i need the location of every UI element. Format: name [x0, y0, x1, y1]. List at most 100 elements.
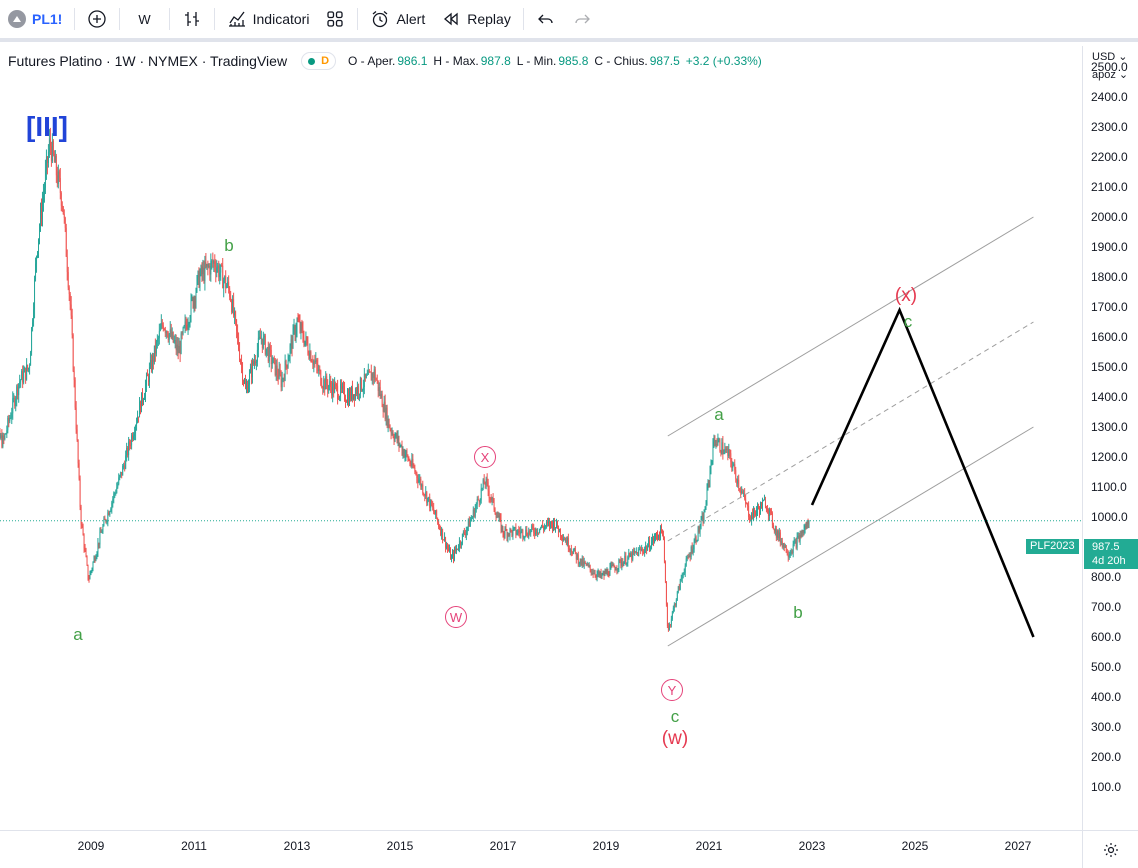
- candle-body: [573, 547, 575, 551]
- price-scale[interactable]: USD ⌄ apoz ⌄ 2500.0 2400.0 2300.0 2200.0 210…: [1082, 46, 1138, 830]
- layouts-button[interactable]: [317, 4, 353, 34]
- market-open-dot-icon: [308, 57, 316, 65]
- candle-body: [270, 349, 272, 364]
- candle-body: [306, 336, 308, 344]
- candle-body: [5, 433, 7, 435]
- candle-body: [87, 564, 89, 580]
- low-value: 985.8: [558, 54, 589, 68]
- candle-body: [761, 502, 762, 509]
- price-tick: 2400.0: [1091, 90, 1128, 104]
- unit-selector[interactable]: apoz ⌄: [1092, 69, 1129, 81]
- candle-body: [707, 481, 709, 488]
- candle-body: [27, 364, 29, 370]
- market-status-pill[interactable]: D: [301, 52, 337, 70]
- candle-body: [43, 194, 44, 202]
- candle-body: [179, 346, 181, 354]
- undo-button[interactable]: [528, 4, 564, 34]
- candle-body: [407, 455, 409, 461]
- candle-body: [324, 379, 326, 390]
- symbol-search-button[interactable]: PL1!: [0, 4, 70, 34]
- candle-body: [455, 549, 456, 551]
- candle-body: [166, 331, 168, 337]
- indicators-icon: [228, 11, 245, 27]
- candle-body: [271, 362, 273, 364]
- candle-body: [158, 330, 160, 339]
- indicators-label: Indicatori: [252, 11, 310, 27]
- symbol-label: PL1!: [32, 11, 63, 27]
- candle-body: [479, 500, 481, 503]
- currency-selector[interactable]: USD ⌄: [1092, 51, 1128, 63]
- indicators-button[interactable]: Indicatori: [219, 4, 318, 34]
- candle-body: [644, 549, 646, 553]
- candle-body: [44, 187, 45, 195]
- chart-pane[interactable]: [0, 46, 1082, 830]
- candle-body: [157, 338, 159, 340]
- replay-button[interactable]: Replay: [433, 4, 519, 34]
- candle-body: [161, 322, 163, 326]
- chart-settings-button[interactable]: [1082, 830, 1138, 868]
- candle-body: [632, 550, 634, 560]
- candle-body: [582, 558, 584, 566]
- candle-body: [233, 299, 235, 316]
- candle-body: [719, 439, 721, 451]
- candle-body: [164, 329, 166, 333]
- candle-body: [244, 381, 245, 383]
- redo-button[interactable]: [564, 4, 600, 34]
- candle-body: [72, 334, 74, 371]
- candle-body: [275, 365, 277, 376]
- candle-body: [471, 516, 473, 519]
- candle-body: [682, 574, 684, 576]
- candle-body: [545, 525, 547, 527]
- candle-body: [67, 272, 69, 288]
- candle-body: [80, 506, 82, 525]
- wave-label-c-projection: c: [903, 312, 913, 331]
- price-tick: 800.0: [1091, 570, 1122, 584]
- candle-body: [729, 449, 731, 454]
- candle-body: [714, 440, 716, 446]
- alert-button[interactable]: Alert: [362, 4, 433, 34]
- candle-body: [84, 548, 86, 550]
- candle-body: [323, 379, 325, 389]
- candle-body: [641, 549, 643, 551]
- candle-body: [257, 337, 259, 350]
- candle-body: [11, 413, 13, 418]
- candle-body: [736, 478, 738, 484]
- candle-body: [662, 530, 663, 535]
- candle-body: [92, 562, 94, 569]
- candle-body: [728, 449, 730, 457]
- time-scale[interactable]: 2009 2011 2013 2015 2017 2019 2021 2023 2025 2027: [0, 830, 1082, 868]
- candle-body: [298, 321, 300, 322]
- candle-body: [401, 445, 403, 454]
- candle-body: [267, 347, 269, 362]
- chart-type-button[interactable]: [174, 4, 210, 34]
- legend-title[interactable]: Futures Platino · 1W · NYMEX · TradingVi…: [8, 53, 288, 69]
- candle-body: [295, 330, 297, 337]
- candle-body: [523, 537, 525, 538]
- candle-body: [83, 535, 85, 549]
- compare-symbol-button[interactable]: [79, 4, 115, 34]
- candle-body: [579, 558, 581, 564]
- candle-body: [326, 376, 328, 385]
- candle-body: [603, 572, 605, 576]
- candle-body: [57, 171, 59, 184]
- candle-body: [490, 498, 492, 501]
- price-tick: 1000.0: [1091, 510, 1128, 524]
- candle-body: [662, 534, 664, 540]
- candle-body: [717, 440, 719, 445]
- interval-button[interactable]: W: [124, 4, 164, 34]
- candle-body: [113, 493, 115, 500]
- candle-body: [154, 345, 156, 354]
- candle-body: [46, 156, 48, 163]
- candle-body: [339, 396, 341, 400]
- candle-body: [739, 488, 741, 490]
- candle-body: [63, 214, 65, 218]
- candle-body: [318, 369, 320, 372]
- candle-body: [793, 541, 795, 545]
- candle-body: [647, 546, 649, 551]
- candle-body: [442, 528, 444, 540]
- candle-body: [240, 360, 241, 362]
- candle-body: [143, 399, 144, 402]
- toolbar-divider: [74, 8, 76, 30]
- price-chart-canvas[interactable]: [0, 46, 1082, 830]
- candle-body: [386, 407, 388, 426]
